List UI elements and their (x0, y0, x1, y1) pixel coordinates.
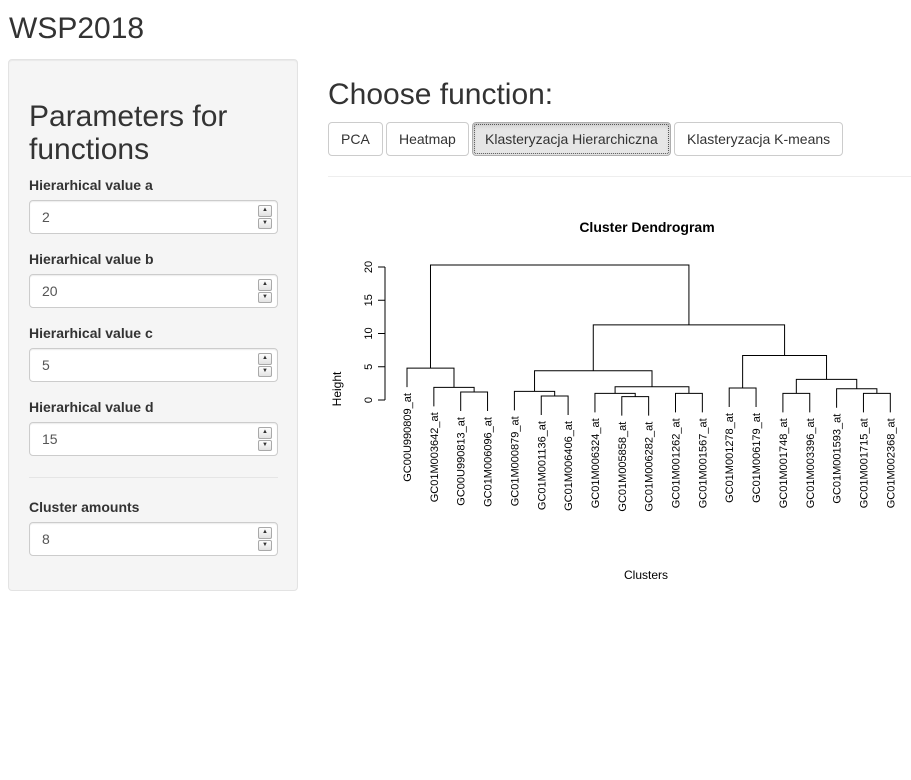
dendrogram-branch (433, 386, 475, 407)
leaf-label: GC01M000879_at (509, 416, 521, 506)
dendrogram-branch (728, 387, 757, 408)
dendrogram-branch (621, 396, 650, 416)
hierarchical-a-label: Hierarhical value a (29, 177, 153, 193)
hierarchical-d-spinner[interactable]: ▲ ▼ (258, 427, 272, 451)
dendrogram-plot: Cluster Dendrogram Clusters Height 0 5 10 1… (328, 200, 911, 600)
leaf-label: GC00U990813_at (456, 417, 468, 506)
hierarchical-b-input[interactable]: 20 ▲ ▼ (29, 274, 278, 308)
y-tick-label: 10 (363, 327, 375, 339)
leaf-label: GC01M001715_at (858, 418, 870, 508)
sidebar-divider (29, 477, 278, 478)
y-tick-label: 15 (363, 294, 375, 306)
parameters-panel: Parameters for functions Hierarhical val… (8, 59, 298, 591)
hierarchical-a-spinner[interactable]: ▲ ▼ (258, 205, 272, 229)
leaf-label: GC01M006282_at (644, 422, 656, 512)
spin-down-icon[interactable]: ▼ (258, 439, 272, 451)
dendrogram-branch (782, 392, 811, 413)
tab-kmeans-clustering[interactable]: Klasteryzacja K-means (674, 122, 844, 156)
spin-up-icon[interactable]: ▲ (258, 353, 272, 365)
spin-up-icon[interactable]: ▲ (258, 527, 272, 539)
dendrogram-branch (742, 354, 828, 389)
cluster-amounts-input[interactable]: 8 ▲ ▼ (29, 522, 278, 556)
spin-down-icon[interactable]: ▼ (258, 365, 272, 377)
spin-up-icon[interactable]: ▲ (258, 205, 272, 217)
dendrogram-branch (836, 388, 878, 408)
tab-pca[interactable]: PCA (328, 122, 383, 156)
leaf-label: GC01M003642_at (429, 412, 441, 502)
y-axis-label: Height (330, 371, 344, 406)
leaf-label: GC01M001567_at (697, 418, 709, 508)
dendrogram-branch (460, 391, 489, 412)
leaf-label: GC01M001136_at (536, 421, 548, 510)
dendrogram-svg: Cluster Dendrogram Clusters Height 0 5 10 1… (330, 219, 897, 582)
dendrogram-branch (429, 264, 690, 369)
spin-down-icon[interactable]: ▼ (258, 291, 272, 303)
dendrogram-branch (675, 392, 703, 413)
y-tick-label: 5 (363, 364, 375, 370)
hierarchical-b-spinner[interactable]: ▲ ▼ (258, 279, 272, 303)
cluster-amounts-label: Cluster amounts (29, 499, 140, 515)
dendrogram-branch (795, 378, 858, 394)
dendrogram-branch (406, 367, 455, 388)
leaf-label: GC01M005858_at (617, 422, 629, 512)
app-title: WSP2018 (9, 12, 145, 45)
leaf-label: GC01M006406_at (563, 421, 575, 511)
leaf-label: GC00U990809_at (402, 393, 414, 482)
chart-title: Cluster Dendrogram (579, 219, 714, 235)
leaf-label: GC01M006179_at (751, 413, 763, 503)
leaf-label: GC01M006096_at (483, 417, 495, 507)
leaf-label: GC01M001262_at (671, 418, 683, 508)
hierarchical-b-value: 20 (42, 283, 58, 299)
tabs-divider (328, 176, 911, 177)
x-axis-label: Clusters (624, 568, 668, 582)
sidebar-title: Parameters for functions (29, 100, 228, 166)
leaf-label: GC01M003396_at (805, 418, 817, 508)
hierarchical-d-label: Hierarhical value d (29, 399, 154, 415)
dendrogram-branch (592, 324, 786, 371)
tab-heatmap[interactable]: Heatmap (386, 122, 469, 156)
hierarchical-d-value: 15 (42, 431, 58, 447)
dendrogram-branch (862, 392, 891, 413)
spin-up-icon[interactable]: ▲ (258, 279, 272, 291)
spin-down-icon[interactable]: ▼ (258, 539, 272, 551)
dendrogram-branch (534, 370, 653, 392)
cluster-amounts-value: 8 (42, 531, 50, 547)
dendrogram-branch (614, 386, 690, 394)
dendrogram-branch (540, 395, 569, 416)
hierarchical-c-input[interactable]: 5 ▲ ▼ (29, 348, 278, 382)
hierarchical-b-label: Hierarhical value b (29, 251, 154, 267)
tab-hierarchical-clustering[interactable]: Klasteryzacja Hierarchiczna (472, 122, 671, 156)
leaf-label: GC01M001593_at (832, 414, 844, 504)
leaf-label: GC01M002368_at (885, 418, 897, 508)
y-tick-label: 20 (363, 261, 375, 273)
dendrogram-branch (513, 390, 556, 411)
leaf-label: GC01M001278_at (724, 413, 736, 503)
choose-function-heading: Choose function: (328, 78, 554, 111)
leaf-label: GC01M006324_at (590, 418, 602, 508)
spin-up-icon[interactable]: ▲ (258, 427, 272, 439)
y-tick-label: 0 (363, 397, 375, 403)
hierarchical-c-label: Hierarhical value c (29, 325, 153, 341)
spin-down-icon[interactable]: ▼ (258, 217, 272, 229)
hierarchical-a-value: 2 (42, 209, 50, 225)
hierarchical-a-input[interactable]: 2 ▲ ▼ (29, 200, 278, 234)
cluster-amounts-spinner[interactable]: ▲ ▼ (258, 527, 272, 551)
hierarchical-c-spinner[interactable]: ▲ ▼ (258, 353, 272, 377)
hierarchical-d-input[interactable]: 15 ▲ ▼ (29, 422, 278, 456)
hierarchical-c-value: 5 (42, 357, 50, 373)
leaf-label: GC01M001748_at (778, 418, 790, 508)
